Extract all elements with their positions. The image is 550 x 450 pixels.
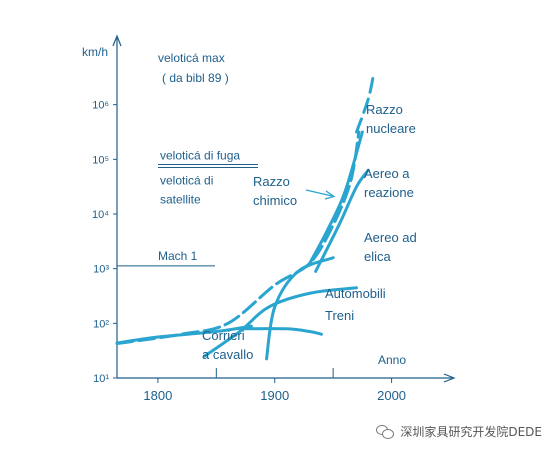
y-tick-label: 10¹	[93, 373, 109, 385]
label-razzo-chimico-1: Razzo	[253, 174, 290, 189]
series-envelope	[115, 130, 361, 346]
label-razzo-nucleare-2: nucleare	[366, 121, 416, 136]
label-treni-1: Treni	[325, 308, 354, 323]
series-razzo-chimico	[308, 130, 364, 265]
x-tick-label: 2000	[377, 388, 406, 403]
x-tick-label: 1800	[143, 388, 172, 403]
y-tick-label: 10³	[93, 264, 109, 276]
label-automobili-1: Automobili	[325, 286, 386, 301]
annotation-max-line1: veloticá max	[158, 51, 225, 65]
x-tick-label: 1900	[260, 388, 289, 403]
y-tick-label: 10⁶	[92, 100, 109, 112]
y-unit-label: km/h	[82, 45, 108, 59]
annotation-fuga: veloticá di fuga	[160, 149, 240, 163]
annotation-max-line2: ( da bibl 89 )	[162, 71, 229, 85]
razzo-chimico-pointer	[305, 189, 333, 197]
label-corrieri-a-cavallo-2: a cavallo	[202, 347, 253, 362]
y-axis-arrow	[112, 34, 122, 47]
label-aereo-ad-elica-2: elica	[364, 249, 392, 264]
label-razzo-chimico-2: chimico	[253, 193, 297, 208]
y-tick-label: 10²	[93, 318, 109, 330]
watermark: 深圳家具研究开发院DEDE	[376, 423, 542, 440]
series-treni	[203, 286, 359, 358]
series-aereo-ad-elica	[265, 256, 335, 361]
annotation-mach: Mach 1	[158, 249, 198, 263]
label-aereo-a-reazione-2: reazione	[364, 185, 414, 200]
y-tick-label: 10⁵	[92, 154, 109, 166]
series-razzo-nucleare	[355, 70, 376, 134]
series-automobili	[238, 327, 323, 336]
label-aereo-ad-elica-1: Aereo ad	[364, 230, 417, 245]
annotation-satellite-line2: satellite	[160, 193, 201, 207]
razzo-chimico-pointer-head	[324, 190, 336, 200]
label-corrieri-a-cavallo-1: Corrieri	[202, 328, 245, 343]
wechat-icon	[376, 424, 395, 439]
series-aereo-a-reazione	[314, 168, 370, 273]
label-razzo-nucleare-1: Razzo	[366, 102, 403, 117]
x-axis-label: Anno	[378, 353, 406, 367]
y-tick-label: 10⁴	[92, 209, 109, 221]
label-aereo-a-reazione-1: Aereo a	[364, 166, 410, 181]
x-axis-arrow	[443, 373, 456, 383]
annotation-satellite-line1: veloticá di	[160, 174, 213, 188]
watermark-text: 深圳家具研究开发院DEDE	[400, 425, 542, 439]
